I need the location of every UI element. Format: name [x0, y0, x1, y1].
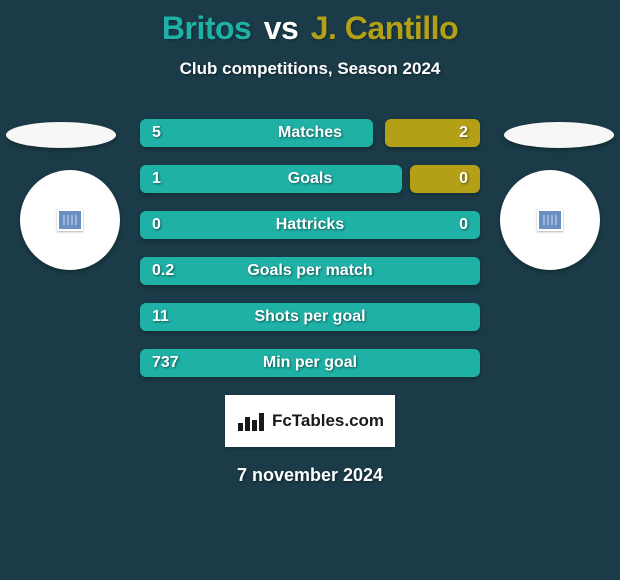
brand-bars-icon — [236, 409, 266, 433]
stat-row: 10Goals — [140, 165, 480, 193]
stat-value-left: 5 — [152, 119, 161, 147]
stat-value-left: 11 — [152, 303, 169, 331]
stat-value-left: 737 — [152, 349, 179, 377]
stat-bar-right — [410, 165, 480, 193]
stats-panel: 52Matches10Goals00Hattricks0.2Goals per … — [0, 119, 620, 377]
comparison-title: Britos vs J. Cantillo — [0, 0, 620, 47]
subtitle: Club competitions, Season 2024 — [0, 59, 620, 79]
player2-name: J. Cantillo — [311, 10, 458, 46]
date-text: 7 november 2024 — [0, 465, 620, 486]
stat-value-right: 2 — [459, 119, 468, 147]
stat-value-left: 0 — [152, 211, 161, 239]
stat-bar-left — [140, 211, 480, 239]
stat-bar-left — [140, 257, 480, 285]
player1-name: Britos — [162, 10, 251, 46]
brand-pill: FcTables.com — [225, 395, 395, 447]
stat-value-left: 1 — [152, 165, 161, 193]
brand-text: FcTables.com — [272, 411, 384, 431]
stat-bar-left — [140, 349, 480, 377]
stat-row: 00Hattricks — [140, 211, 480, 239]
vs-separator: vs — [264, 10, 299, 46]
stat-row: 11Shots per goal — [140, 303, 480, 331]
stat-value-left: 0.2 — [152, 257, 174, 285]
stat-row: 52Matches — [140, 119, 480, 147]
stat-value-right: 0 — [459, 211, 468, 239]
stat-bar-left — [140, 165, 402, 193]
stat-value-right: 0 — [459, 165, 468, 193]
stat-bar-left — [140, 303, 480, 331]
stat-bar-left — [140, 119, 373, 147]
stat-row: 737Min per goal — [140, 349, 480, 377]
stat-row: 0.2Goals per match — [140, 257, 480, 285]
